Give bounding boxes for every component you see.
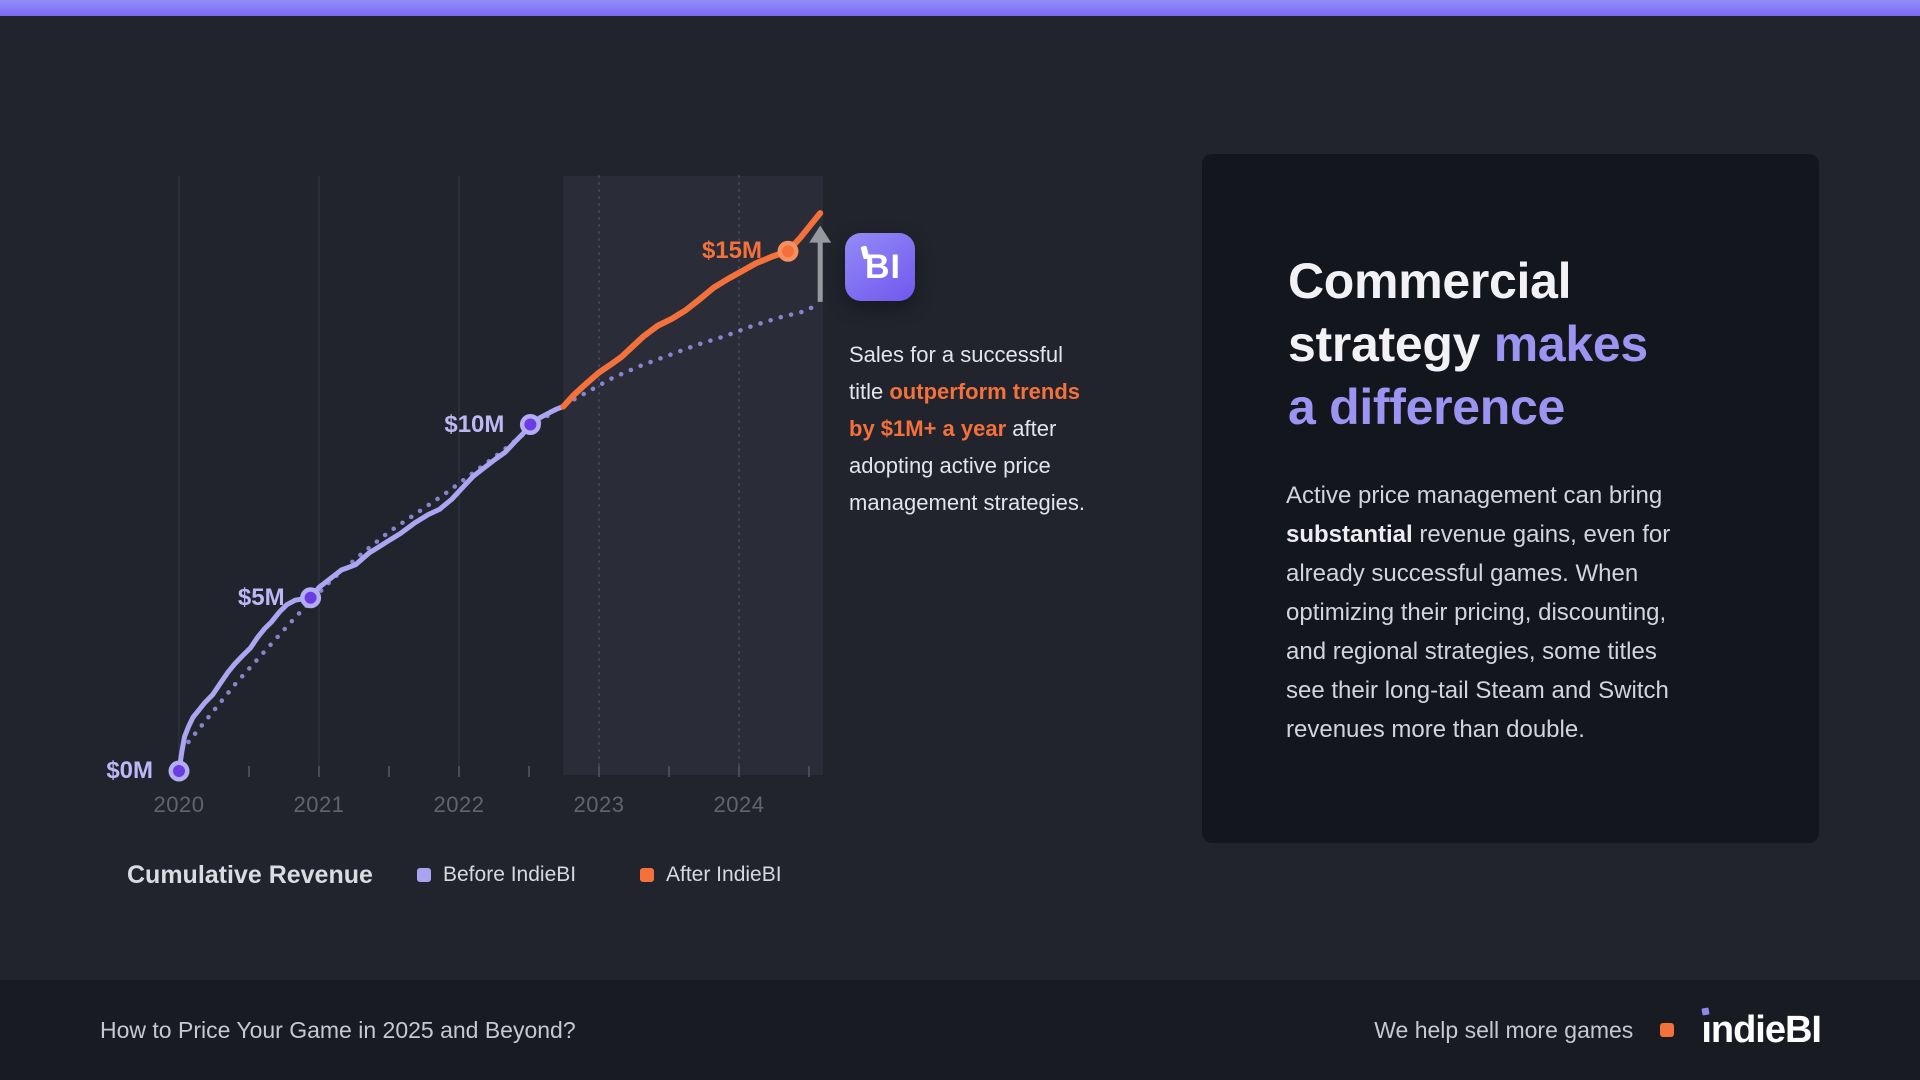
footer-brand-group: We help sell more games ındieBI xyxy=(1374,980,1822,1080)
chart-title: Cumulative Revenue xyxy=(127,861,373,889)
brand-square-icon xyxy=(1660,1023,1675,1037)
x-tick-label-2021: 2021 xyxy=(293,792,345,817)
footer-bar: How to Price Your Game in 2025 and Beyon… xyxy=(0,980,1920,1080)
indiebi-logo: ındieBI xyxy=(1701,1006,1822,1051)
indiebi-icon-letters: BI xyxy=(865,247,901,286)
logo-i-dot-icon xyxy=(1701,1006,1710,1016)
card-body-text: Active price management can bring substan… xyxy=(1286,482,1671,743)
before-indiebi-swatch xyxy=(417,868,431,882)
after-indiebi-swatch xyxy=(640,868,654,882)
indiebi-app-icon: BI xyxy=(845,233,915,301)
commentary-card: Commercial strategy makes a difference Act… xyxy=(1202,154,1819,843)
milestone-label-15M: $15M xyxy=(701,237,762,265)
x-tick-label-2020: 2020 xyxy=(153,792,205,817)
legend-label-after: After IndieBI xyxy=(666,863,782,886)
footer-tagline: We help sell more games xyxy=(1374,1016,1634,1043)
top-accent-bar xyxy=(0,0,1920,16)
footer-title: How to Price Your Game in 2025 and Beyon… xyxy=(100,1016,576,1043)
x-tick-label-2023: 2023 xyxy=(573,792,625,817)
milestone-label-0M: $0M xyxy=(106,757,153,784)
legend-item-after: After IndieBI xyxy=(640,863,782,887)
card-heading: Commercial strategy makes a difference xyxy=(1288,253,1648,435)
x-tick-label-2022: 2022 xyxy=(433,792,485,817)
legend-item-before: Before IndieBI xyxy=(417,863,576,887)
milestone-label-5M: $5M xyxy=(237,583,285,611)
x-tick-label-2024: 2024 xyxy=(713,792,765,817)
chart-annotation: Sales for a successful title outperform t… xyxy=(849,342,1086,515)
milestone-label-10M: $10M xyxy=(444,410,505,438)
legend-label-before: Before IndieBI xyxy=(443,863,577,886)
